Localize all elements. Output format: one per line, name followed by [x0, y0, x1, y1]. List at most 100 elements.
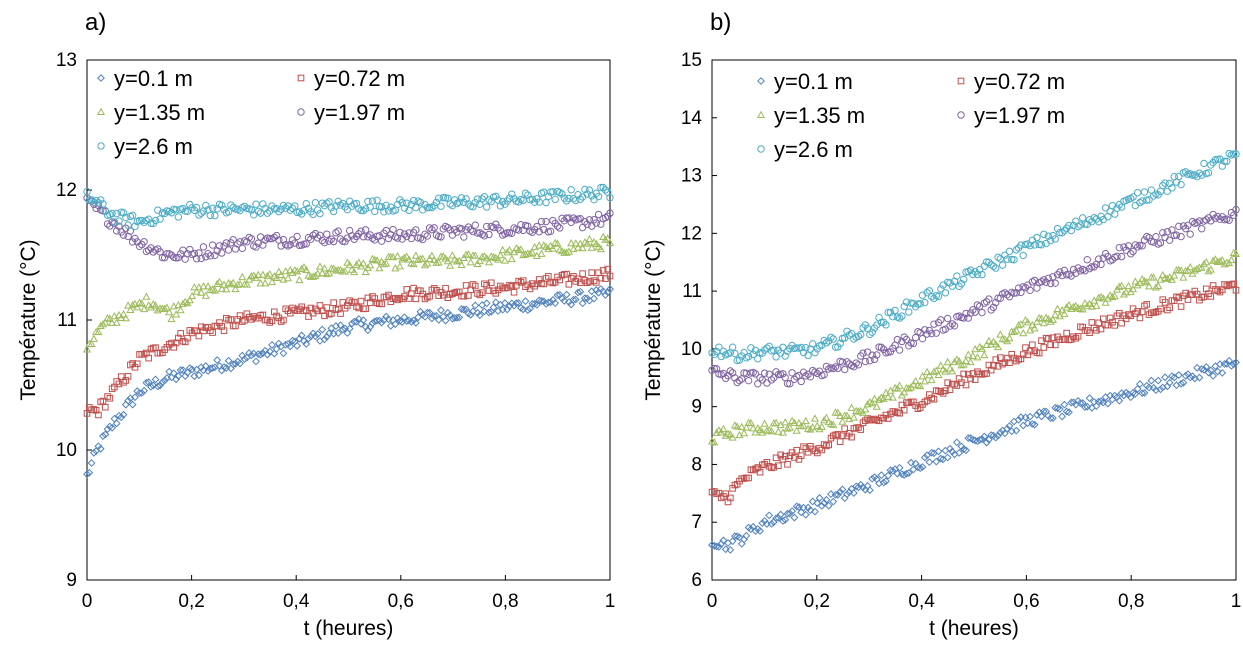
- data-point: [936, 454, 945, 463]
- data-point: [962, 309, 970, 318]
- data-point: [827, 490, 835, 499]
- data-point: [784, 461, 791, 468]
- data-point: [232, 322, 239, 330]
- data-point: [980, 350, 989, 359]
- data-point: [1131, 389, 1140, 398]
- data-point: [708, 349, 716, 357]
- data-point: [500, 256, 509, 264]
- data-point: [553, 222, 562, 230]
- data-point: [130, 299, 140, 307]
- data-point: [156, 381, 164, 390]
- data-point: [797, 377, 805, 386]
- data-point: [804, 351, 812, 360]
- data-point: [601, 235, 610, 243]
- data-point: [298, 303, 305, 311]
- data-point: [1197, 171, 1206, 179]
- data-point: [1145, 196, 1153, 204]
- data-point: [89, 448, 98, 457]
- data-point: [270, 308, 278, 316]
- data-point: [760, 346, 769, 354]
- data-point: [898, 312, 906, 320]
- data-point: [400, 253, 409, 262]
- data-point: [1174, 371, 1183, 379]
- data-point: [172, 375, 180, 384]
- data-point: [448, 251, 457, 259]
- data-point: [1131, 241, 1140, 249]
- data-point: [181, 338, 189, 346]
- data-point: [911, 376, 920, 385]
- data-point: [1140, 389, 1149, 397]
- data-point: [950, 322, 959, 330]
- legend-item: y=2.6 m: [97, 134, 193, 159]
- data-point: [1174, 265, 1183, 274]
- data-point: [174, 253, 183, 262]
- data-point: [875, 313, 883, 322]
- data-point: [985, 258, 993, 267]
- data-point: [197, 288, 206, 296]
- data-point: [453, 313, 461, 322]
- data-point: [1056, 268, 1064, 276]
- data-point: [977, 344, 987, 352]
- data-point: [99, 432, 107, 440]
- data-point: [945, 364, 955, 372]
- data-point: [353, 303, 360, 310]
- data-point: [731, 481, 739, 489]
- x-tick-label: 1: [1231, 591, 1242, 612]
- data-point: [345, 324, 354, 333]
- data-point: [423, 308, 432, 317]
- data-point: [560, 296, 569, 305]
- data-point: [524, 191, 532, 199]
- data-point: [961, 356, 971, 365]
- data-point: [565, 214, 573, 222]
- data-point: [304, 334, 313, 343]
- legend-item: y=2.6 m: [757, 137, 853, 162]
- series-y-0-1-m: [708, 356, 1240, 554]
- data-point: [328, 310, 335, 317]
- data-point: [715, 343, 723, 351]
- data-point: [843, 490, 851, 499]
- data-point: [514, 299, 523, 307]
- data-point: [283, 273, 293, 282]
- data-point: [891, 306, 899, 315]
- data-point: [982, 340, 991, 348]
- x-tick-label: 0: [82, 591, 93, 612]
- y-tick-label: 6: [691, 570, 702, 591]
- data-point: [1207, 293, 1215, 300]
- data-point: [1223, 157, 1231, 165]
- data-point: [603, 234, 612, 242]
- data-point: [272, 231, 281, 240]
- data-point: [304, 233, 313, 242]
- data-point: [791, 454, 798, 461]
- data-point: [126, 305, 135, 314]
- data-point: [434, 258, 443, 266]
- data-point: [562, 248, 571, 256]
- data-point: [476, 291, 484, 299]
- legend-item: y=1.97 m: [297, 100, 405, 125]
- data-point: [516, 245, 525, 253]
- data-point: [1218, 368, 1227, 377]
- data-point: [827, 333, 835, 342]
- data-point: [1037, 277, 1046, 286]
- data-point: [1232, 358, 1240, 367]
- data-point: [313, 206, 322, 214]
- data-point: [1042, 407, 1050, 416]
- data-point: [1014, 415, 1023, 424]
- data-point: [1207, 161, 1215, 169]
- data-point: [1049, 273, 1057, 281]
- data-point: [969, 370, 977, 377]
- data-point: [377, 237, 386, 245]
- data-point: [481, 280, 488, 288]
- panel-label: a): [85, 9, 106, 36]
- data-point: [137, 389, 146, 397]
- data-point: [224, 246, 233, 254]
- data-point: [1154, 281, 1163, 289]
- data-point: [1094, 397, 1103, 406]
- data-point: [222, 364, 231, 372]
- data-point: [877, 471, 886, 480]
- data-point: [393, 251, 402, 260]
- data-point: [1069, 265, 1078, 274]
- data-point: [1044, 232, 1053, 240]
- data-point: [993, 342, 1003, 351]
- data-point: [1175, 294, 1183, 302]
- data-point: [973, 353, 982, 361]
